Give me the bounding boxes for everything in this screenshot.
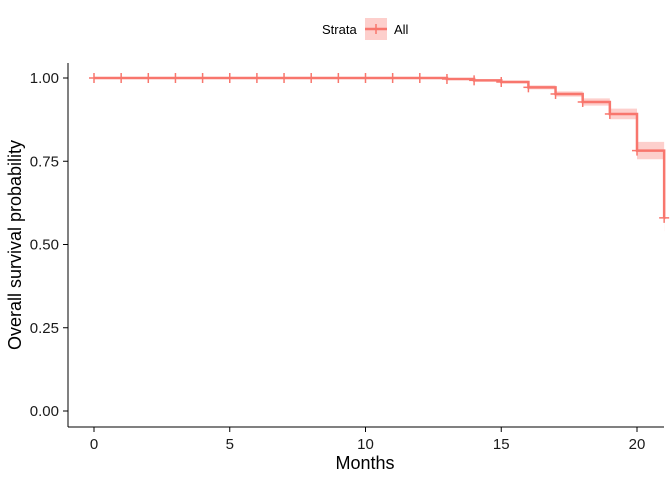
x-tick-label: 15 xyxy=(493,436,510,453)
x-tick-label: 10 xyxy=(357,436,374,453)
survival-curve-all xyxy=(94,76,666,220)
x-tick-label: 0 xyxy=(90,436,98,453)
censor-mark xyxy=(170,73,181,83)
censor-marks-layer xyxy=(89,73,670,223)
censor-mark xyxy=(197,73,208,83)
censor-mark xyxy=(224,73,235,83)
x-axis-ticks: 0 5 10 15 20 xyxy=(90,427,646,453)
y-tick-label: 1.00 xyxy=(30,70,59,87)
censor-mark xyxy=(441,73,452,84)
survival-curve-layer xyxy=(94,76,666,220)
censor-mark xyxy=(469,75,480,86)
censor-mark xyxy=(550,88,561,99)
censor-mark xyxy=(360,73,371,83)
confidence-band xyxy=(94,78,665,232)
censor-mark xyxy=(414,73,425,83)
confidence-band-layer xyxy=(94,78,665,232)
censor-mark xyxy=(632,145,642,156)
y-axis-title: Overall survival probability xyxy=(5,140,25,350)
y-tick-label: 0.50 xyxy=(30,237,59,254)
x-tick-label: 5 xyxy=(226,436,234,453)
y-tick-label: 0.25 xyxy=(30,320,59,337)
censor-mark xyxy=(577,96,588,107)
censor-mark xyxy=(251,73,262,83)
censor-mark xyxy=(116,73,127,83)
censor-mark xyxy=(306,73,317,83)
censor-mark xyxy=(333,73,344,83)
censor-mark xyxy=(496,76,507,87)
censor-mark xyxy=(279,73,290,83)
y-tick-label: 0.00 xyxy=(30,403,59,420)
y-axis-ticks: 0.00 0.25 0.50 0.75 1.00 xyxy=(30,70,68,420)
legend-entry-label: All xyxy=(394,22,409,37)
censor-mark xyxy=(659,212,670,223)
legend-title: Strata xyxy=(322,22,357,37)
censor-mark xyxy=(604,108,615,119)
x-axis-title: Months xyxy=(335,453,394,473)
censor-mark xyxy=(89,73,99,83)
censor-mark xyxy=(143,73,154,83)
censor-mark xyxy=(523,82,534,93)
x-tick-label: 20 xyxy=(629,436,646,453)
y-tick-label: 0.75 xyxy=(30,153,59,170)
censor-mark xyxy=(387,73,398,83)
legend: Strata All xyxy=(322,18,409,40)
